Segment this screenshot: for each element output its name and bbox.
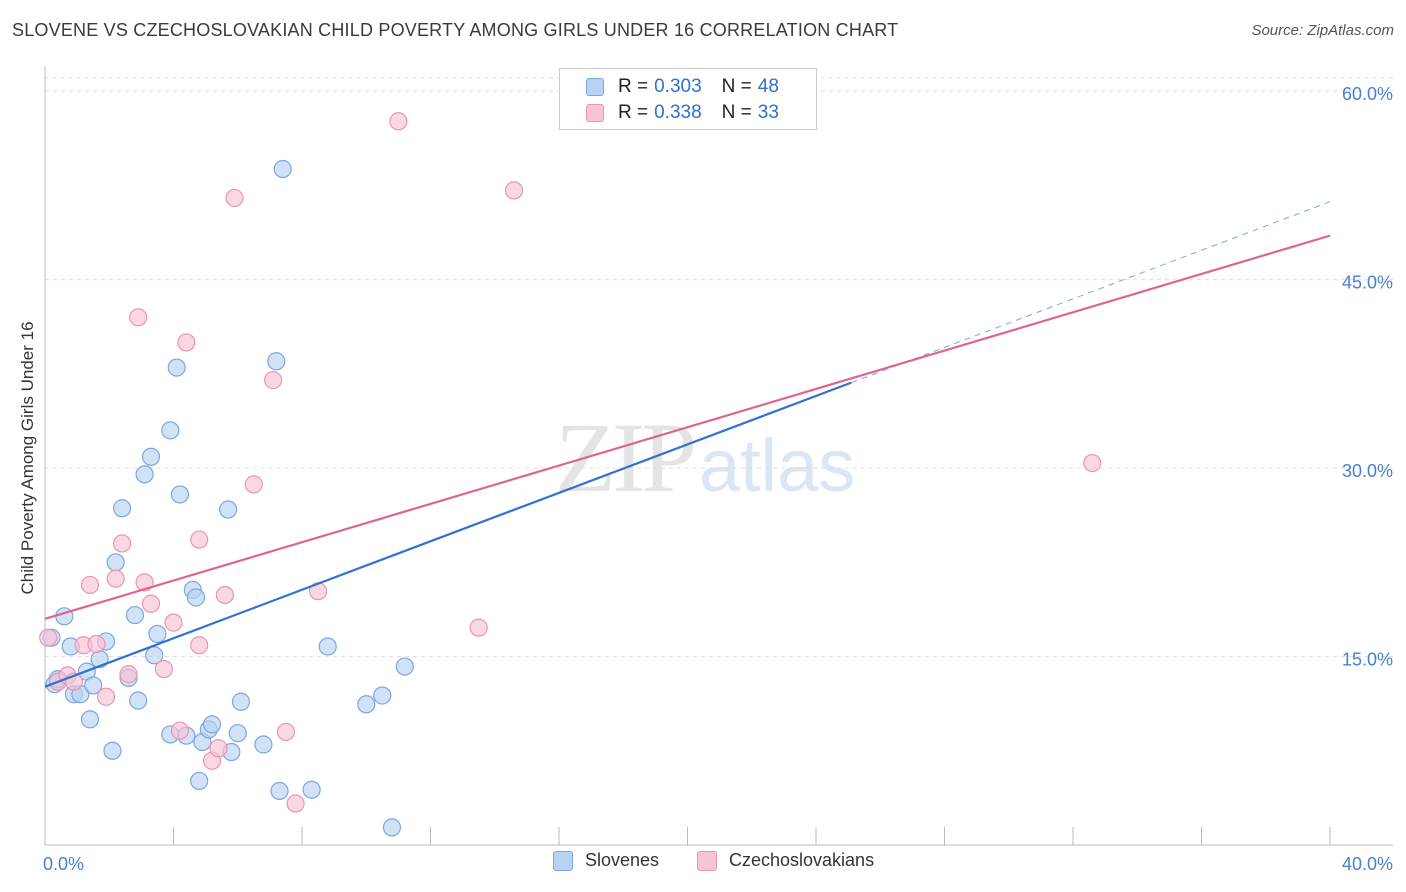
slovene-point bbox=[80, 710, 100, 729]
czechoslovakian-point bbox=[177, 333, 196, 352]
axes bbox=[44, 66, 1393, 846]
legend-item-slovenes: Slovenes bbox=[553, 850, 659, 871]
source-credit: Source: ZipAtlas.com bbox=[1251, 22, 1394, 39]
czechoslovakian-point bbox=[504, 181, 524, 200]
slovene-point bbox=[357, 695, 376, 714]
slovene-point bbox=[129, 691, 148, 710]
watermark: ZIPatlas bbox=[555, 400, 855, 515]
czechoslovakian-point bbox=[80, 575, 100, 595]
slovene-point bbox=[186, 588, 206, 607]
slovene-point bbox=[302, 780, 321, 799]
slovene-point bbox=[382, 818, 402, 837]
slovene-point bbox=[145, 646, 164, 665]
czechoslovakians-swatch bbox=[586, 104, 604, 122]
slovene-point bbox=[84, 676, 103, 695]
legend-r-value: 0.303 bbox=[654, 76, 702, 97]
czechoslovakian-point bbox=[190, 530, 209, 549]
slovene-point bbox=[112, 499, 132, 518]
slovene-point bbox=[318, 637, 337, 656]
legend-r-label: R = bbox=[618, 76, 649, 97]
czechoslovakian-point bbox=[286, 794, 305, 813]
slovenes-swatch bbox=[586, 78, 604, 96]
czechoslovakian-point bbox=[469, 618, 488, 637]
x-tick-label: 40.0% bbox=[1342, 854, 1393, 874]
slovene-point bbox=[141, 447, 161, 466]
legend-label-slovenes: Slovenes bbox=[585, 850, 660, 870]
czechoslovakian-point bbox=[96, 687, 116, 706]
czechoslovakian-point bbox=[209, 739, 228, 758]
slovene-point bbox=[148, 624, 167, 644]
y-tick-label: 60.0% bbox=[1342, 84, 1393, 104]
slovene-point bbox=[373, 686, 392, 705]
czechoslovakian-point bbox=[154, 659, 173, 679]
slovene-point bbox=[103, 741, 122, 760]
legend-r-value: 0.338 bbox=[654, 102, 702, 123]
slovene-trend-line bbox=[44, 381, 852, 688]
y-tick-label: 15.0% bbox=[1342, 650, 1393, 670]
slovene-point bbox=[273, 159, 292, 179]
slovene-point bbox=[125, 605, 145, 625]
czechoslovakian-point bbox=[190, 636, 209, 655]
legend-n-value: 48 bbox=[757, 76, 779, 97]
slovene-point bbox=[219, 500, 238, 519]
czechoslovakian-point bbox=[1083, 453, 1102, 473]
tick-labels: 15.0% 30.0% 45.0% 60.0% 0.0% 40.0% bbox=[43, 84, 1393, 874]
slovene-point bbox=[395, 657, 414, 676]
series-legend: Slovenes Czechoslovakians bbox=[0, 850, 1406, 878]
czechoslovakian-point bbox=[215, 585, 234, 605]
czechoslovakian-point bbox=[39, 628, 58, 647]
legend-label-czechoslovakians: Czechoslovakians bbox=[729, 850, 875, 870]
watermark-zip: ZIP bbox=[555, 402, 697, 513]
czechoslovakian-trend-line bbox=[44, 234, 1331, 620]
legend-n-label: N = bbox=[721, 102, 752, 123]
slovene-point bbox=[170, 485, 190, 504]
legend-row-slovenes: R = 0.303 N = 48 bbox=[586, 74, 779, 100]
slovene-point bbox=[161, 421, 180, 440]
trend-lines bbox=[44, 201, 1331, 688]
czechoslovakian-point bbox=[263, 371, 283, 390]
slovene-point bbox=[106, 553, 125, 572]
slovene-trend-extension bbox=[851, 201, 1331, 384]
czechoslovakian-point bbox=[244, 475, 263, 494]
data-points bbox=[39, 82, 1102, 837]
czechoslovakian-point bbox=[164, 613, 183, 632]
czechoslovakian-point bbox=[135, 573, 154, 592]
slovene-point bbox=[267, 352, 286, 371]
legend-n-value: 33 bbox=[757, 102, 779, 123]
slovene-point bbox=[190, 771, 209, 791]
slovene-point bbox=[135, 465, 154, 484]
czechoslovakian-point bbox=[225, 188, 244, 208]
legend-row-czechoslovakians: R = 0.338 N = 33 bbox=[586, 100, 779, 126]
slovene-point bbox=[202, 715, 222, 734]
czechoslovakian-point bbox=[87, 634, 106, 654]
czechoslovakian-point bbox=[112, 534, 132, 553]
czechoslovakian-point bbox=[276, 722, 296, 742]
grid-lines bbox=[45, 77, 1393, 658]
y-axis-label: Child Poverty Among Girls Under 16 bbox=[18, 321, 37, 594]
x-tick-label: 0.0% bbox=[43, 854, 84, 874]
y-tick-label: 30.0% bbox=[1342, 461, 1393, 481]
slovene-point bbox=[270, 781, 289, 801]
slovene-point bbox=[254, 735, 273, 754]
correlation-legend: R = 0.303 N = 48 R = 0.338 N = 33 bbox=[559, 68, 817, 130]
czechoslovakian-point bbox=[106, 569, 125, 588]
czechoslovakian-point bbox=[141, 594, 161, 613]
slovene-point bbox=[167, 358, 186, 377]
legend-item-czechoslovakians: Czechoslovakians bbox=[697, 850, 874, 871]
czechoslovakians-swatch bbox=[697, 850, 717, 871]
y-tick-label: 45.0% bbox=[1342, 273, 1393, 293]
slovenes-swatch bbox=[553, 850, 573, 871]
watermark-atlas: atlas bbox=[699, 424, 856, 507]
czechoslovakian-point bbox=[129, 308, 148, 327]
czechoslovakian-point bbox=[170, 721, 190, 740]
czechoslovakian-point bbox=[119, 665, 138, 684]
legend-r-label: R = bbox=[618, 102, 649, 123]
chart-title: SLOVENE VS CZECHOSLOVAKIAN CHILD POVERTY… bbox=[12, 20, 899, 40]
legend-n-label: N = bbox=[721, 76, 752, 97]
czechoslovakian-point bbox=[389, 112, 408, 131]
slovene-point bbox=[231, 692, 251, 711]
slovene-point bbox=[228, 724, 247, 743]
